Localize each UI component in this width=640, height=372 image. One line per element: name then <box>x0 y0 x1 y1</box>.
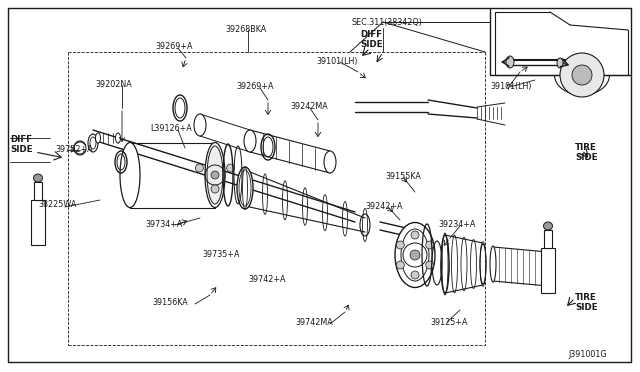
Ellipse shape <box>557 58 563 68</box>
Text: L39126+A: L39126+A <box>150 124 192 133</box>
Bar <box>31 200 45 245</box>
Text: SIDE: SIDE <box>575 153 598 162</box>
Circle shape <box>396 241 404 249</box>
Text: 39269+A: 39269+A <box>236 82 273 91</box>
Text: 39202NA: 39202NA <box>95 80 132 89</box>
Text: DIFF: DIFF <box>10 135 32 144</box>
Ellipse shape <box>441 235 449 293</box>
Text: 39734+A: 39734+A <box>145 220 182 229</box>
Ellipse shape <box>441 249 449 285</box>
Text: SIDE: SIDE <box>575 303 598 312</box>
Text: J391001G: J391001G <box>568 350 607 359</box>
Ellipse shape <box>506 56 514 68</box>
Text: DIFF: DIFF <box>360 30 382 39</box>
Circle shape <box>426 241 434 249</box>
Text: 39242MA: 39242MA <box>290 102 328 111</box>
Ellipse shape <box>115 133 120 143</box>
Ellipse shape <box>88 134 98 152</box>
Text: SIDE: SIDE <box>10 145 33 154</box>
Text: SIDE: SIDE <box>360 40 383 49</box>
Bar <box>34 182 42 200</box>
Ellipse shape <box>120 142 140 208</box>
Text: 39735+A: 39735+A <box>202 250 239 259</box>
Text: 39269+A: 39269+A <box>155 42 193 51</box>
Ellipse shape <box>490 246 496 282</box>
Text: SEC.311(38342Q): SEC.311(38342Q) <box>352 18 423 27</box>
Ellipse shape <box>205 142 225 208</box>
Ellipse shape <box>33 174 42 182</box>
Ellipse shape <box>237 167 253 209</box>
Circle shape <box>411 231 419 239</box>
Bar <box>544 230 552 248</box>
Ellipse shape <box>95 133 100 143</box>
Ellipse shape <box>324 151 336 173</box>
Text: 39156KA: 39156KA <box>152 298 188 307</box>
Circle shape <box>211 171 219 179</box>
Text: 39742MA: 39742MA <box>295 318 333 327</box>
Text: 39125+A: 39125+A <box>430 318 467 327</box>
Ellipse shape <box>207 146 223 204</box>
Text: 39101(LH): 39101(LH) <box>490 82 531 91</box>
Text: 38225WA: 38225WA <box>38 200 76 209</box>
Circle shape <box>411 271 419 279</box>
Circle shape <box>211 185 219 193</box>
Text: 39234+A: 39234+A <box>438 220 476 229</box>
Circle shape <box>195 164 204 172</box>
Circle shape <box>560 53 604 97</box>
Bar <box>541 248 555 293</box>
Text: TIRE: TIRE <box>575 143 597 152</box>
Text: 39742+A: 39742+A <box>248 275 285 284</box>
Text: 39101(LH): 39101(LH) <box>316 57 358 66</box>
Ellipse shape <box>543 222 552 230</box>
Text: 39155KA: 39155KA <box>385 172 421 181</box>
Circle shape <box>396 261 404 269</box>
Text: 39752+A: 39752+A <box>55 145 93 154</box>
Text: TIRE: TIRE <box>575 293 597 302</box>
Text: 39268BKA: 39268BKA <box>225 25 266 34</box>
Ellipse shape <box>395 222 435 288</box>
Circle shape <box>572 65 592 85</box>
Circle shape <box>426 261 434 269</box>
Circle shape <box>410 250 420 260</box>
Text: 39242+A: 39242+A <box>365 202 403 211</box>
Circle shape <box>227 164 235 172</box>
Ellipse shape <box>194 114 206 136</box>
Ellipse shape <box>244 130 256 152</box>
Ellipse shape <box>545 254 550 284</box>
